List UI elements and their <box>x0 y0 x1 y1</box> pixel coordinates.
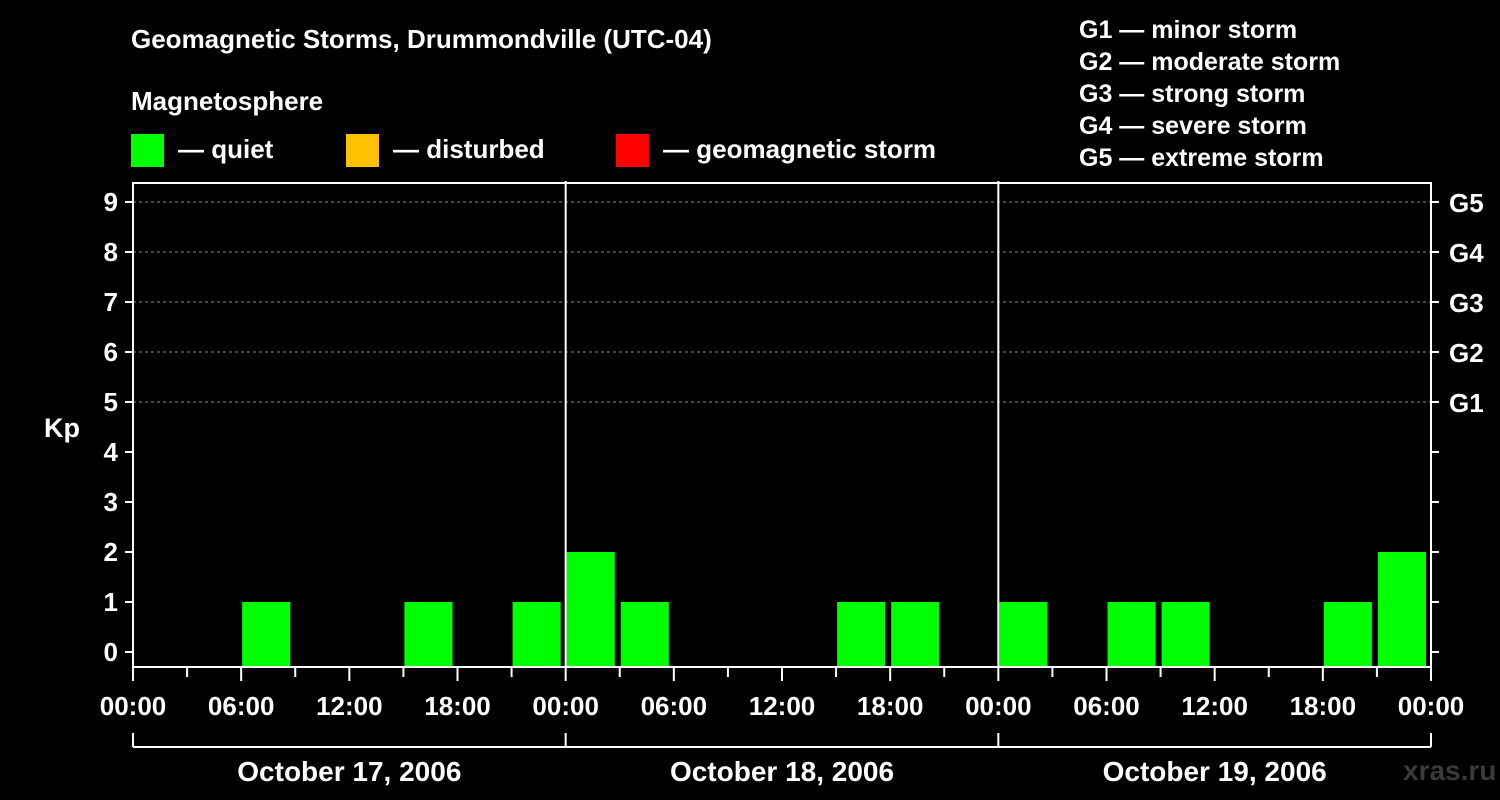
bar-8 <box>566 552 615 667</box>
legend-swatch-disturbed <box>346 134 379 167</box>
legend-item-geomagnetic-storm: — geomagnetic storm <box>616 134 956 168</box>
bar-2 <box>242 602 291 667</box>
y-tick-label-1: 1 <box>104 587 118 617</box>
storm-scale-g1: G1 — minor storm <box>1079 16 1298 44</box>
right-axis-label-G1: G1 <box>1449 388 1484 418</box>
bar-9 <box>620 602 669 667</box>
day-label-0: October 17, 2006 <box>237 756 461 787</box>
legend-label-disturbed: — disturbed <box>393 134 545 164</box>
storm-scale-g3: G3 — strong storm <box>1079 80 1306 108</box>
y-tick-label-8: 8 <box>104 237 118 267</box>
y-tick-label-4: 4 <box>104 437 119 467</box>
storm-scale-g2: G2 — moderate storm <box>1079 48 1341 76</box>
storm-scale-g4: G4 — severe storm <box>1079 112 1307 140</box>
y-tick-label-0: 0 <box>104 637 118 667</box>
y-tick-label-9: 9 <box>104 187 118 217</box>
plot-frame <box>132 182 1432 668</box>
bar-23 <box>1377 552 1426 667</box>
right-axis-label-G2: G2 <box>1449 338 1484 368</box>
bar-14 <box>891 602 940 667</box>
x-tick-label-2: 12:00 <box>316 691 383 721</box>
y-tick-label-2: 2 <box>104 537 118 567</box>
y-tick-label-5: 5 <box>104 387 118 417</box>
x-tick-label-7: 18:00 <box>857 691 924 721</box>
x-tick-label-12: 00:00 <box>1398 691 1465 721</box>
y-axis-title: Kp <box>44 413 80 443</box>
right-axis-label-G4: G4 <box>1449 238 1484 268</box>
bar-22 <box>1323 602 1372 667</box>
bar-19 <box>1161 602 1210 667</box>
x-tick-label-3: 18:00 <box>424 691 491 721</box>
y-tick-label-7: 7 <box>104 287 118 317</box>
right-axis-label-G3: G3 <box>1449 288 1484 318</box>
x-tick-label-1: 06:00 <box>208 691 275 721</box>
x-tick-label-8: 00:00 <box>965 691 1032 721</box>
bar-5 <box>404 602 453 667</box>
x-tick-label-9: 06:00 <box>1073 691 1140 721</box>
x-tick-label-0: 00:00 <box>100 691 167 721</box>
legend-item-quiet: — quiet <box>131 134 331 168</box>
y-tick-label-3: 3 <box>104 487 118 517</box>
bar-18 <box>1107 602 1156 667</box>
storm-scale-list: G1 — minor storm G2 — moderate storm G3 … <box>1079 14 1340 174</box>
day-label-2: October 19, 2006 <box>1103 756 1327 787</box>
bar-13 <box>837 602 886 667</box>
legend-label-quiet: — quiet <box>178 134 274 164</box>
x-tick-label-11: 18:00 <box>1290 691 1357 721</box>
chart-title: Geomagnetic Storms, Drummondville (UTC-0… <box>131 24 712 54</box>
x-tick-label-4: 00:00 <box>532 691 599 721</box>
legend-label-storm: — geomagnetic storm <box>663 134 937 164</box>
legend-item-disturbed: — disturbed <box>346 134 586 168</box>
chart-subtitle: Magnetosphere <box>131 86 324 116</box>
bar-16 <box>999 602 1048 667</box>
bar-7 <box>512 602 561 667</box>
right-axis-label-G5: G5 <box>1449 188 1484 218</box>
x-tick-label-6: 12:00 <box>749 691 816 721</box>
y-tick-label-6: 6 <box>104 337 118 367</box>
watermark: xras.ru <box>1403 755 1497 786</box>
day-label-1: October 18, 2006 <box>670 756 894 787</box>
storm-scale-g5: G5 — extreme storm <box>1079 144 1324 172</box>
legend-swatch-storm <box>616 134 649 167</box>
legend-swatch-quiet <box>131 134 164 167</box>
x-tick-label-10: 12:00 <box>1181 691 1248 721</box>
x-tick-label-5: 06:00 <box>641 691 708 721</box>
